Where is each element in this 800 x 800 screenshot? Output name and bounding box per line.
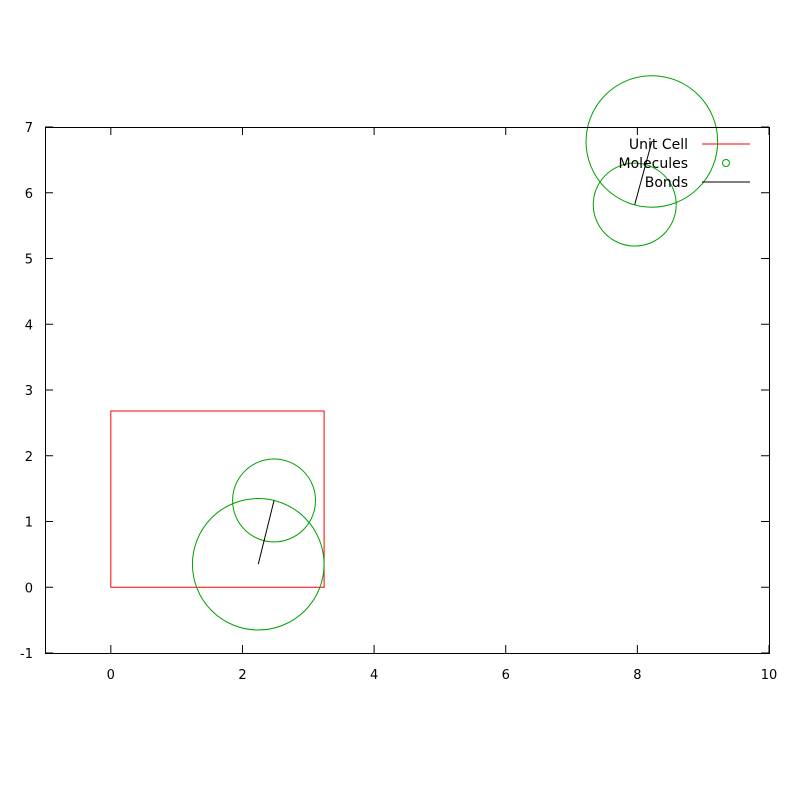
bond-line — [634, 141, 653, 205]
x-tick-label: 2 — [238, 668, 246, 683]
molecule-circle — [592, 162, 677, 247]
unit-cell-outline — [110, 410, 325, 588]
y-tick-label: 3 — [25, 384, 33, 399]
y-tick-label: 0 — [25, 581, 33, 596]
legend-label: Molecules — [618, 156, 688, 172]
y-tick-label: 2 — [25, 450, 33, 465]
y-tick-label: 6 — [25, 187, 33, 202]
legend-sample-molecules — [722, 159, 730, 167]
y-tick-label: 7 — [25, 121, 33, 136]
plot-layer — [110, 75, 719, 631]
molecule-circle — [191, 497, 325, 631]
legend: Unit Cell Molecules Bonds — [618, 137, 750, 191]
x-tick-label: 4 — [370, 668, 378, 683]
y-tick-label: 1 — [25, 516, 33, 531]
legend-label: Bonds — [645, 175, 688, 191]
y-tick-label: -1 — [20, 647, 33, 662]
y-tick-label: 4 — [25, 318, 33, 333]
x-tick-label: 10 — [761, 668, 778, 683]
x-tick-label: 0 — [107, 668, 115, 683]
x-tick-label: 8 — [633, 668, 641, 683]
y-tick-label: 5 — [25, 253, 33, 268]
molecule-circle — [232, 458, 317, 543]
x-tick-label: 6 — [502, 668, 510, 683]
legend-label: Unit Cell — [629, 137, 688, 153]
molecule-circle — [585, 75, 719, 208]
bond-line — [257, 500, 275, 565]
axes-frame: 0 2 4 6 8 10 -1 0 1 2 3 4 5 6 7 — [20, 121, 777, 683]
